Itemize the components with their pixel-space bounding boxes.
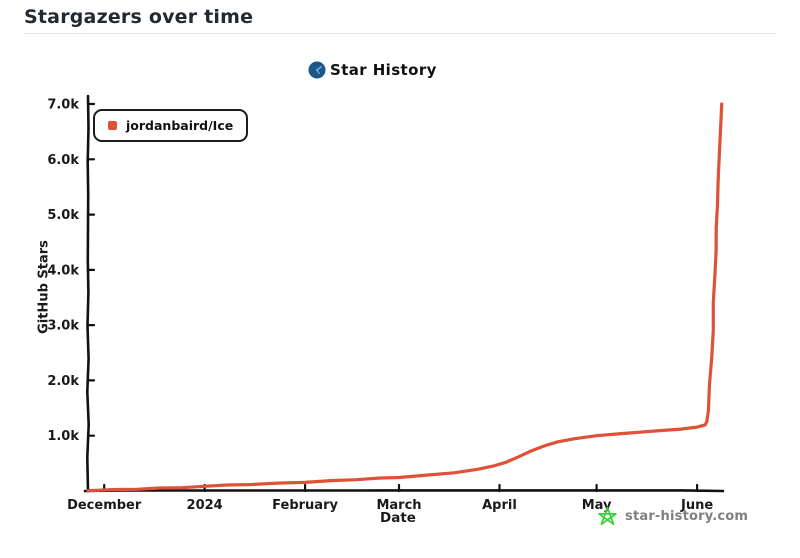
legend-label: jordanbaird/Ice <box>126 118 234 133</box>
chart-title: Star History <box>330 61 437 79</box>
y-tick-label: 1.0k <box>47 429 79 444</box>
y-tick-label: 6.0k <box>47 153 79 168</box>
x-tick-label: 2024 <box>187 498 223 513</box>
x-tick-label: April <box>482 498 517 513</box>
x-tick-label: February <box>272 498 338 513</box>
x-tick-label: May <box>582 498 612 513</box>
y-axis <box>86 94 90 493</box>
star-history-logo-icon <box>308 61 326 79</box>
x-axis-title: Date <box>380 510 416 526</box>
watermark-link[interactable]: star-history.com <box>597 506 748 527</box>
x-tick-label: March <box>376 498 421 513</box>
x-tick-label: December <box>67 498 142 513</box>
x-axis <box>83 489 725 493</box>
y-tick-label: 5.0k <box>47 208 79 223</box>
y-tick-label: 4.0k <box>47 263 79 278</box>
watermark-text: star-history.com <box>625 509 749 524</box>
y-axis-title: GitHub Stars <box>36 240 52 334</box>
y-tick-label: 7.0k <box>47 98 79 113</box>
chart-header: Star History <box>308 61 437 79</box>
y-tick-label: 3.0k <box>47 319 79 334</box>
page-title: Stargazers over time <box>24 6 254 28</box>
x-tick-label: June <box>680 498 713 513</box>
legend-marker <box>108 121 117 130</box>
legend-item-jordanbaird-ice[interactable]: jordanbaird/Ice <box>93 109 249 142</box>
star-icon <box>598 506 617 526</box>
header-divider <box>24 33 777 34</box>
y-tick-label: 2.0k <box>47 374 79 389</box>
series-line <box>86 102 724 493</box>
